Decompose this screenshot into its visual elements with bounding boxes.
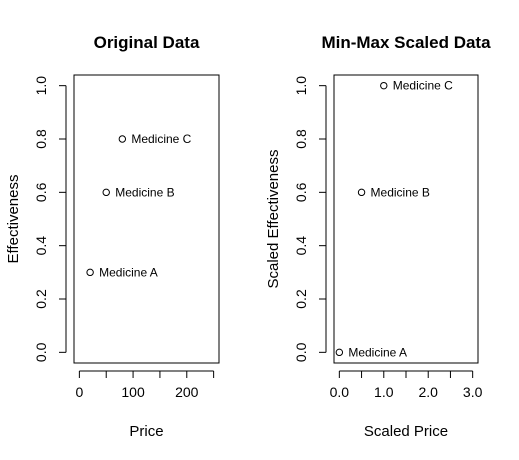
data-point-label: Medicine C [131,132,191,146]
y-axis-label: Scaled Effectiveness [265,150,282,289]
data-point [380,81,388,90]
y-tick-label: 1.0 [293,76,309,96]
x-axis-label: Scaled Price [364,423,448,440]
y-tick-label: 0.6 [33,182,49,202]
data-point [357,188,366,197]
x-tick-label: 2.0 [418,384,438,400]
y-axis-label: Effectiveness [5,175,22,264]
x-tick-label: 200 [175,384,199,400]
y-tick-label: 0.2 [33,289,49,309]
data-point-label: Medicine B [371,185,430,199]
x-tick-label: 0 [75,384,83,400]
x-tick-label: 3.0 [463,384,483,400]
x-tick-label: 100 [121,384,145,400]
data-point [118,135,127,143]
y-tick-label: 0.4 [33,236,49,256]
data-point-label: Medicine A [99,265,158,279]
x-tick-label: 1.0 [374,384,394,400]
y-tick-label: 0.6 [293,182,309,202]
y-tick-label: 0.4 [293,236,309,256]
x-tick-label: 0.0 [330,384,350,400]
plot-frame [333,74,479,364]
y-tick-label: 0.0 [33,342,49,362]
data-point [102,188,110,197]
x-axis-label: Price [129,423,163,440]
data-point-label: Medicine A [348,345,407,359]
y-tick-label: 1.0 [33,76,49,96]
panel-min-max-scaled-data: Min-Max Scaled Data 0.0 1.0 2.0 3.0 0.0 0.2 0.4… [265,33,491,440]
data-point-label: Medicine B [115,185,174,199]
panel-original-data: Original Data 0 100 200 0.0 0.2 0.4 0.6 0.8 1.0 Pr… [5,33,220,440]
y-tick-label: 0.8 [33,129,49,149]
y-tick-label: 0.8 [293,129,309,149]
data-point [86,268,94,277]
y-tick-label: 0.0 [293,342,309,362]
data-point-label: Medicine C [393,79,453,93]
chart-title: Min-Max Scaled Data [321,33,491,52]
data-point [335,348,344,357]
plot-frame [73,74,220,364]
chart-title: Original Data [94,33,200,52]
y-tick-label: 0.2 [293,289,309,309]
